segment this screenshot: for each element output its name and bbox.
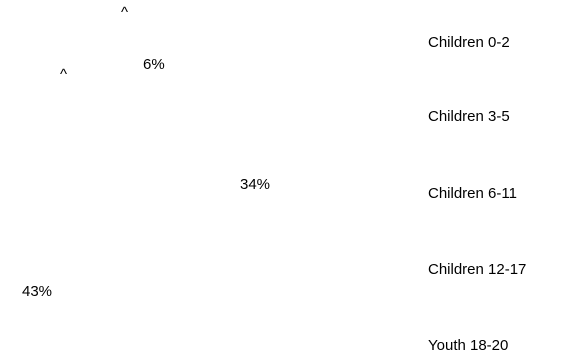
legend-entry-children-0-2: Children 0-2 [428,34,510,51]
data-label-youth-18-20: 6% [143,56,165,73]
legend-entry-children-12-17: Children 12-17 [428,261,527,278]
data-label-children-3-5: ^ [60,66,68,83]
data-label-children-0-2: ^ [121,4,129,21]
legend-entry-youth-18-20: Youth 18-20 [428,337,509,354]
data-label-children-6-11: 34% [240,176,271,193]
legend-entry-children-6-11: Children 6-11 [428,185,517,202]
data-label-children-12-17: 43% [22,283,53,300]
legend-entry-children-3-5: Children 3-5 [428,108,510,125]
